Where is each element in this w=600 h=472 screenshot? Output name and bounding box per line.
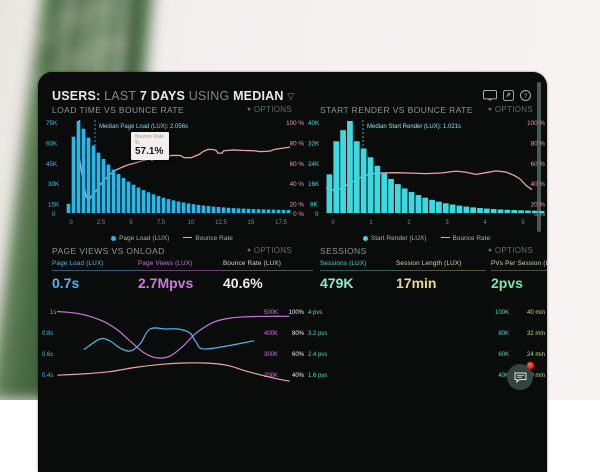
svg-text:500K: 500K — [264, 310, 278, 316]
svg-text:60 %: 60 % — [290, 161, 305, 168]
svg-text:100%: 100% — [289, 310, 305, 316]
svg-text:Median Page Load (LUX): 2.056s: Median Page Load (LUX): 2.056s — [99, 124, 188, 130]
svg-text:30K: 30K — [48, 181, 60, 188]
svg-text:75K: 75K — [46, 120, 58, 127]
svg-text:16K: 16K — [308, 181, 320, 188]
svg-text:8K: 8K — [310, 202, 319, 209]
svg-text:20 %: 20 % — [290, 202, 305, 209]
svg-text:0: 0 — [52, 211, 56, 218]
svg-text:60 %: 60 % — [531, 161, 546, 168]
svg-text:100K: 100K — [495, 310, 509, 316]
svg-text:80%: 80% — [292, 331, 305, 337]
svg-text:0: 0 — [331, 220, 335, 226]
svg-text:40 %: 40 % — [531, 181, 546, 188]
svg-text:20 %: 20 % — [531, 202, 546, 209]
svg-text:2: 2 — [407, 220, 411, 226]
svg-text:1.6 pvs: 1.6 pvs — [308, 373, 327, 379]
svg-text:100 %: 100 % — [286, 120, 304, 127]
svg-text:?: ? — [524, 94, 528, 100]
svg-text:32K: 32K — [308, 140, 320, 147]
svg-text:0.4s: 0.4s — [42, 373, 53, 379]
svg-text:45K: 45K — [46, 161, 58, 168]
svg-text:80 %: 80 % — [290, 140, 305, 147]
svg-text:4: 4 — [483, 220, 487, 226]
svg-text:0.8s: 0.8s — [42, 331, 53, 337]
svg-text:0: 0 — [69, 220, 73, 226]
svg-text:Median Start Render (LUX): 1.0: Median Start Render (LUX): 1.021s — [367, 124, 461, 130]
svg-text:4 pvs: 4 pvs — [308, 310, 322, 316]
svg-text:40K: 40K — [308, 120, 320, 127]
svg-text:15K: 15K — [48, 202, 60, 209]
svg-text:300K: 300K — [264, 352, 278, 358]
svg-text:80K: 80K — [498, 331, 509, 337]
svg-text:5: 5 — [129, 220, 133, 226]
svg-text:60K: 60K — [498, 352, 509, 358]
svg-text:15: 15 — [248, 220, 255, 226]
svg-text:100 %: 100 % — [527, 120, 545, 127]
svg-text:2.4 pvs: 2.4 pvs — [308, 352, 327, 358]
svg-text:3.2 pvs: 3.2 pvs — [308, 331, 327, 337]
svg-text:0 %: 0 % — [293, 211, 304, 218]
svg-text:2.5: 2.5 — [97, 220, 106, 226]
svg-text:40%: 40% — [292, 373, 305, 379]
svg-text:80 %: 80 % — [531, 140, 546, 147]
svg-text:1s: 1s — [50, 310, 56, 316]
svg-text:3: 3 — [445, 220, 449, 226]
svg-text:0: 0 — [315, 211, 319, 218]
svg-text:32 min: 32 min — [527, 331, 545, 337]
svg-text:24 min: 24 min — [527, 352, 545, 358]
svg-text:60%: 60% — [292, 352, 305, 358]
svg-text:17.5: 17.5 — [275, 220, 287, 226]
svg-text:10: 10 — [188, 220, 195, 226]
svg-text:12.5: 12.5 — [215, 220, 227, 226]
svg-text:40 min: 40 min — [527, 310, 545, 316]
svg-text:1: 1 — [369, 220, 373, 226]
svg-text:0.6s: 0.6s — [42, 352, 53, 358]
svg-text:40 %: 40 % — [290, 181, 305, 188]
svg-text:7.5: 7.5 — [157, 220, 166, 226]
svg-text:5: 5 — [521, 220, 525, 226]
svg-text:400K: 400K — [264, 331, 278, 337]
svg-text:60K: 60K — [46, 140, 58, 147]
svg-text:24K: 24K — [308, 161, 320, 168]
